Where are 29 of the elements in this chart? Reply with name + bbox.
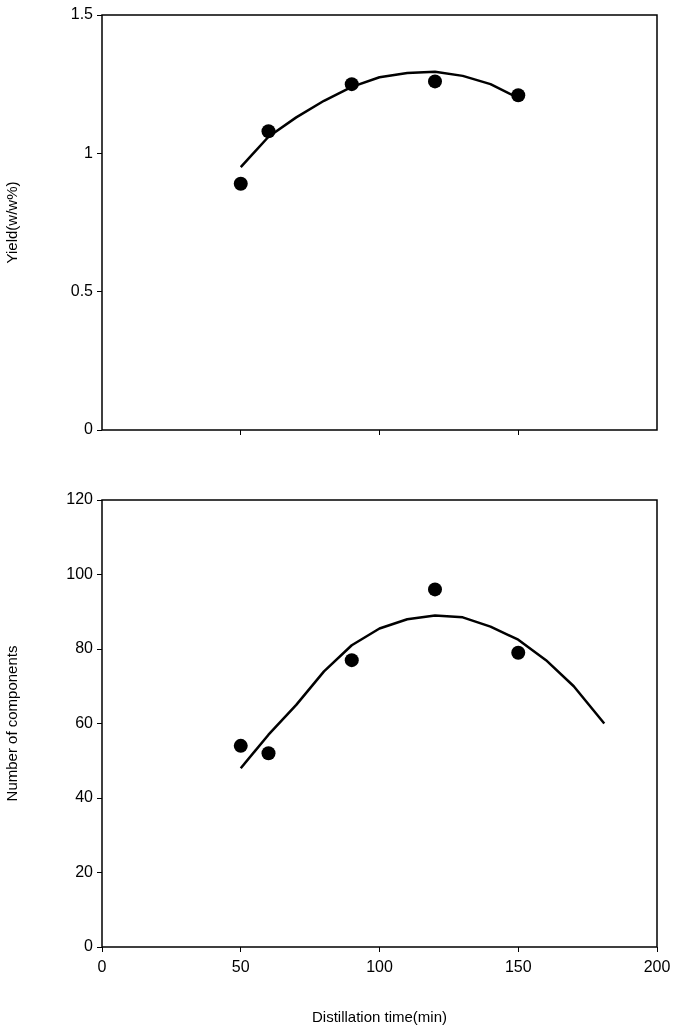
- point: [344, 653, 359, 668]
- point: [344, 77, 359, 92]
- point: [233, 738, 248, 753]
- y-tick-label: 0: [84, 420, 94, 438]
- y-tick-label: 60: [75, 713, 94, 731]
- y-tick-label: 20: [75, 862, 94, 880]
- y-tick-label: 120: [66, 490, 94, 508]
- point: [233, 176, 248, 191]
- point: [428, 582, 442, 597]
- y-tick-label: 40: [75, 788, 94, 806]
- y-tick-label: 0.5: [70, 282, 94, 300]
- point: [428, 74, 442, 89]
- y-axis-title: Number of components: [3, 645, 21, 802]
- y-tick-label: 1.5: [70, 5, 94, 23]
- x-tick-label: 200: [643, 958, 671, 976]
- point: [261, 746, 276, 761]
- point: [511, 645, 526, 660]
- point: [261, 124, 276, 139]
- x-tick-label: 100: [366, 958, 393, 976]
- point: [511, 88, 526, 103]
- y-tick-label: 80: [75, 639, 94, 657]
- x-axis-title: Distillation time(min): [311, 1008, 448, 1026]
- y-tick-label: 100: [66, 564, 94, 582]
- x-tick-label: 0: [97, 958, 107, 976]
- y-tick-label: 0: [84, 937, 94, 955]
- x-tick-label: 50: [231, 958, 250, 976]
- x-tick-label: 150: [504, 958, 532, 976]
- y-axis-title: Yield(w/w%): [3, 181, 21, 264]
- y-tick-label: 1: [84, 143, 94, 161]
